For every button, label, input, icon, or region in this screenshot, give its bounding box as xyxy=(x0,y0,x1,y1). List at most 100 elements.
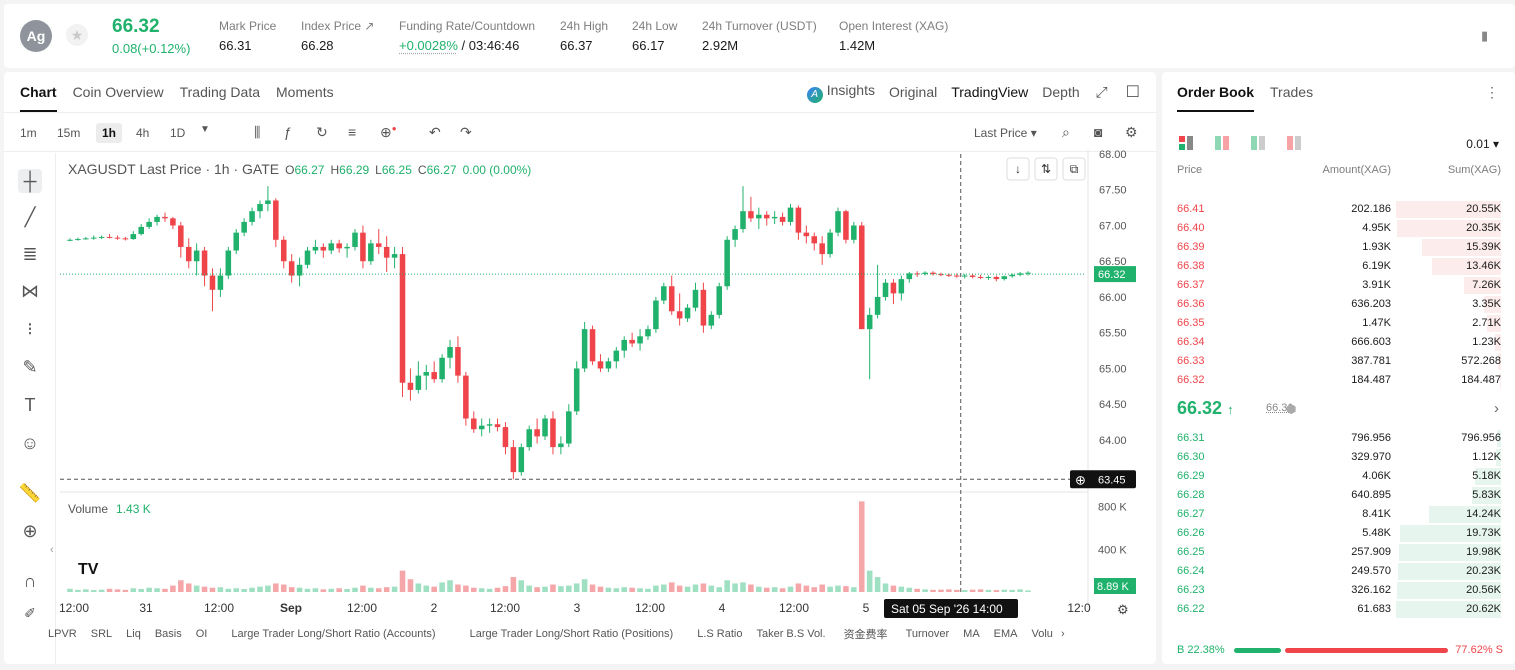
tab-moments[interactable]: Moments xyxy=(276,84,334,100)
magnet-icon[interactable]: ∩ xyxy=(23,571,37,591)
refresh-icon[interactable]: ↻ xyxy=(316,124,328,140)
order-book-row-ask[interactable]: 66.35 1.47K 2.71K xyxy=(1162,314,1515,333)
templates-icon[interactable]: ≡ xyxy=(348,124,357,140)
tab-coin-overview[interactable]: Coin Overview xyxy=(72,84,164,100)
price-chart[interactable]: 68.00 67.50 67.00 66.50 66.00 65.50 65.00 64.50… xyxy=(4,72,1156,664)
ruler-icon[interactable]: 📏 xyxy=(18,483,42,503)
candle xyxy=(637,329,643,351)
interval-1d[interactable]: 1D xyxy=(170,126,186,140)
ind-volume[interactable]: Volu xyxy=(1031,628,1053,640)
order-book-row-ask[interactable]: 66.37 3.91K 7.26K xyxy=(1162,276,1515,295)
mark-price-ref: 66.31 xyxy=(1266,402,1294,414)
ind-ema[interactable]: EMA xyxy=(993,628,1018,640)
candle xyxy=(273,198,279,247)
view-original[interactable]: Original xyxy=(888,84,938,100)
crosshair-icon[interactable]: ┼ xyxy=(18,169,42,193)
add-icon[interactable]: ⊕● xyxy=(380,124,397,140)
ind-ls-accounts[interactable]: Large Trader Long/Short Ratio (Accounts) xyxy=(231,628,436,640)
order-book-row-bid[interactable]: 66.25 257.909 19.98K xyxy=(1162,543,1515,562)
ind-taker-vol[interactable]: Taker B.S Vol. xyxy=(756,628,826,640)
candle xyxy=(589,325,596,365)
text-icon[interactable]: T xyxy=(24,395,36,415)
view-tradingview[interactable]: TradingView xyxy=(951,84,1029,100)
insights-button[interactable]: A Insights xyxy=(806,82,875,103)
layout-selector[interactable] xyxy=(1177,134,1307,152)
candle-type-icon[interactable]: ⫼ xyxy=(254,124,261,140)
more-icon[interactable]: ⋮ xyxy=(1485,84,1499,100)
order-book-row-ask[interactable]: 66.40 4.95K 20.35K xyxy=(1162,219,1515,238)
tab-order-book[interactable]: Order Book xyxy=(1177,72,1255,112)
order-book-row-bid[interactable]: 66.28 640.895 5.83K xyxy=(1162,486,1515,505)
interval-1h[interactable]: 1h xyxy=(96,123,123,143)
precision-select[interactable]: 0.01 ▾ xyxy=(1466,137,1499,151)
redo-icon[interactable]: ↷ xyxy=(460,124,472,140)
depth-bar xyxy=(1464,277,1501,294)
ind-srl[interactable]: SRL xyxy=(90,628,113,640)
order-book-row-ask[interactable]: 66.38 6.19K 13.46K xyxy=(1162,257,1515,276)
zoom-in-icon[interactable]: ⊕ xyxy=(22,521,38,541)
order-book-row-ask[interactable]: 66.34 666.603 1.23K xyxy=(1162,333,1515,352)
order-book-row-bid[interactable]: 66.31 796.956 796.956 xyxy=(1162,429,1515,448)
order-book-row-bid[interactable]: 66.23 326.162 20.56K xyxy=(1162,581,1515,600)
candle xyxy=(534,418,540,444)
ind-turnover[interactable]: Turnover xyxy=(905,628,950,640)
ind-liq[interactable]: Liq xyxy=(126,628,141,640)
interval-4h[interactable]: 4h xyxy=(136,126,150,140)
tab-chart[interactable]: Chart xyxy=(20,72,57,112)
fib-icon[interactable]: ≣ xyxy=(22,244,38,264)
volume-bar xyxy=(391,586,398,592)
order-book-row-ask[interactable]: 66.32 184.487 184.487 xyxy=(1162,371,1515,390)
candle xyxy=(130,231,137,240)
trendline-icon[interactable]: ╱ xyxy=(24,207,36,227)
candle xyxy=(383,236,390,272)
search-icon[interactable]: ⌕ xyxy=(1062,124,1070,140)
favorite-star-icon[interactable]: ★ xyxy=(66,24,88,46)
interval-1m[interactable]: 1m xyxy=(20,126,37,140)
view-depth[interactable]: Depth xyxy=(1042,84,1080,100)
ind-funding[interactable]: 资金费率 xyxy=(843,629,888,641)
tab-trades[interactable]: Trades xyxy=(1270,84,1314,100)
tab-trading-data[interactable]: Trading Data xyxy=(179,84,261,100)
order-book-row-bid[interactable]: 66.24 249.570 20.23K xyxy=(1162,562,1515,581)
order-book-row-bid[interactable]: 66.26 5.48K 19.73K xyxy=(1162,524,1515,543)
ind-lpvr[interactable]: LPVR xyxy=(48,628,77,640)
candle xyxy=(162,212,168,222)
camera-icon[interactable]: ◙ xyxy=(1094,124,1103,140)
chevron-right-icon[interactable]: › xyxy=(1494,400,1499,417)
interval-15m[interactable]: 15m xyxy=(57,126,81,140)
volume-bar xyxy=(265,585,271,592)
order-book-row-bid[interactable]: 66.29 4.06K 5.18K xyxy=(1162,467,1515,486)
chevron-right-icon[interactable]: › xyxy=(1060,628,1065,640)
brush-icon[interactable]: ✎ xyxy=(22,357,38,377)
layout-bids-icon xyxy=(1251,136,1265,150)
ind-basis[interactable]: Basis xyxy=(154,628,182,640)
order-book-row-ask[interactable]: 66.33 387.781 572.268 xyxy=(1162,352,1515,371)
pattern-icon[interactable]: ⋈ xyxy=(21,281,39,301)
price-type-select[interactable]: Last Price ▾ xyxy=(974,126,1037,140)
expand-icon[interactable]: ⤢ xyxy=(1095,83,1108,101)
crosshair-time-tag xyxy=(884,599,1018,618)
ind-ls-positions[interactable]: Large Trader Long/Short Ratio (Positions… xyxy=(469,628,674,640)
projection-icon[interactable]: ⁝ xyxy=(27,319,33,339)
volume-bar xyxy=(922,589,928,592)
order-book-row-ask[interactable]: 66.41 202.186 20.55K xyxy=(1162,200,1515,219)
order-book-row-bid[interactable]: 66.22 61.683 20.62K xyxy=(1162,600,1515,619)
chart-panel: Chart Coin Overview Trading Data Moments… xyxy=(4,72,1156,664)
window-icon[interactable]: ☐ xyxy=(1125,84,1140,101)
gear-icon[interactable]: ⚙ xyxy=(1125,124,1138,140)
pencil-lock-icon[interactable]: ✐ xyxy=(24,605,36,621)
stat-24h-low: 24h Low 66.17 xyxy=(632,19,678,53)
book-icon[interactable]: ▮ xyxy=(1481,28,1489,43)
chevron-down-icon[interactable]: ▼ xyxy=(200,124,210,135)
order-book-row-bid[interactable]: 66.27 8.41K 14.24K xyxy=(1162,505,1515,524)
order-book-row-ask[interactable]: 66.39 1.93K 15.39K xyxy=(1162,238,1515,257)
ind-ls-ratio[interactable]: L.S Ratio xyxy=(697,628,743,640)
undo-icon[interactable]: ↶ xyxy=(429,124,441,140)
order-book-row-bid[interactable]: 66.30 329.970 1.12K xyxy=(1162,448,1515,467)
ind-oi[interactable]: OI xyxy=(195,628,208,640)
ind-ma[interactable]: MA xyxy=(963,628,980,640)
stat-index-price[interactable]: Index Price ↗ 66.28 xyxy=(301,19,375,53)
emoji-icon[interactable]: ☺ xyxy=(20,433,40,453)
indicators-icon[interactable]: ƒ xyxy=(284,124,292,140)
order-book-row-ask[interactable]: 66.36 636.203 3.35K xyxy=(1162,295,1515,314)
